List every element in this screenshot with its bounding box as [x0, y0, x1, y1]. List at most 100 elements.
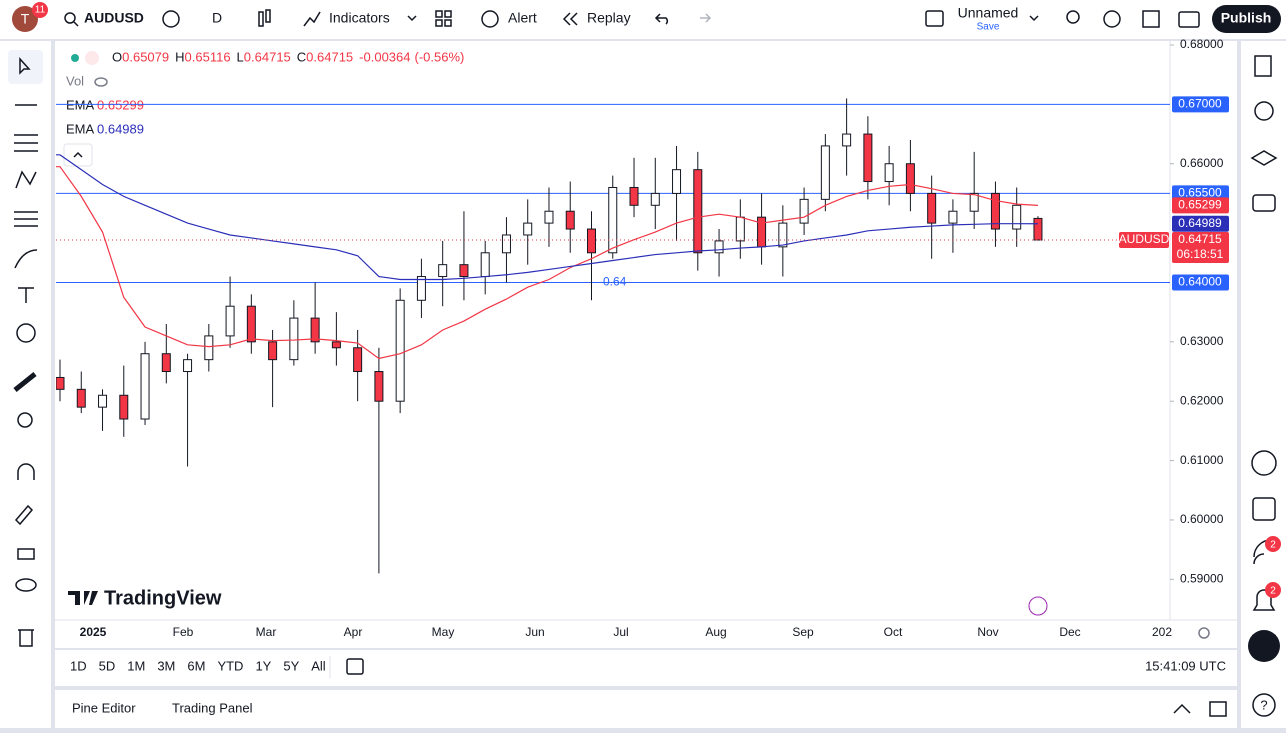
zoom-tool[interactable] [17, 412, 33, 428]
event-marker[interactable] [1028, 596, 1048, 616]
ruler-tool[interactable] [13, 372, 37, 392]
dropdown[interactable] [407, 15, 417, 22]
snapshot[interactable] [1178, 11, 1200, 28]
quick-search[interactable] [1066, 10, 1080, 24]
layout-name[interactable]: Unnamed [958, 5, 1019, 21]
ema-value: 0.65299 [97, 97, 144, 112]
range-button[interactable]: 1M [127, 658, 145, 673]
watermark: TradingView [104, 587, 222, 609]
range-button[interactable]: All [311, 658, 326, 673]
save[interactable]: Save [977, 22, 1000, 33]
ohlc-label: O [112, 49, 122, 64]
range-button[interactable]: 1Y [255, 658, 271, 673]
range-button[interactable]: 1D [70, 658, 87, 673]
candle-body [76, 388, 86, 408]
lines-tool[interactable] [14, 134, 38, 152]
candle-body [119, 394, 129, 420]
collapse-legend[interactable] [63, 143, 93, 167]
apps[interactable] [1248, 630, 1280, 662]
x-tick-label: May [432, 625, 455, 639]
settings[interactable] [1103, 10, 1121, 28]
candle-body [395, 299, 405, 402]
indicators[interactable]: Indicators [329, 10, 390, 26]
range-button[interactable]: 6M [187, 658, 205, 673]
level-label: 0.67000 [1178, 97, 1222, 111]
trash-tool[interactable] [18, 629, 34, 647]
calendar[interactable] [1252, 497, 1276, 521]
ema-badge: 0.64989 [1178, 216, 1222, 230]
chart-type[interactable] [258, 11, 264, 27]
replay[interactable]: Replay [587, 10, 631, 26]
text-tool[interactable] [18, 287, 34, 303]
maximize-panel[interactable] [1209, 701, 1227, 717]
fib-tool[interactable] [14, 211, 38, 227]
chart-panel [55, 41, 1237, 648]
x-tick-label: Feb [173, 625, 194, 639]
layers[interactable] [1250, 150, 1278, 166]
pine-editor-tab[interactable]: Pine Editor [72, 700, 136, 715]
redo[interactable] [700, 13, 712, 23]
indicators-icon [303, 11, 321, 27]
plot [56, 98, 1170, 574]
ohlc-label: L [237, 49, 244, 64]
level-label-bg [1172, 274, 1229, 291]
collapse-panel[interactable] [1173, 703, 1191, 714]
avatar[interactable] [12, 6, 38, 32]
avatar-badge [32, 2, 48, 18]
candle-body [416, 276, 426, 301]
chat[interactable] [1252, 194, 1276, 212]
layout-icon[interactable] [435, 10, 443, 18]
candle-body [757, 216, 767, 248]
candle-body [246, 305, 256, 343]
ema-badge-bg [1172, 197, 1229, 214]
x-tick-label: Aug [705, 625, 726, 639]
candle-body [884, 163, 894, 183]
range-button[interactable]: 3M [157, 658, 175, 673]
candle-body [374, 371, 384, 402]
clock[interactable]: 15:41:09 UTC [1145, 658, 1226, 673]
pattern-tool[interactable] [15, 170, 37, 189]
undo[interactable] [654, 13, 669, 25]
lock-tool[interactable] [17, 548, 35, 560]
watchlist[interactable] [1254, 55, 1272, 77]
symbol[interactable]: AUDUSD [84, 10, 144, 26]
visibility-tool[interactable] [15, 578, 37, 592]
axis-settings[interactable] [1198, 627, 1210, 639]
interval[interactable]: D [212, 10, 222, 26]
x-tick-label: 202 [1152, 625, 1172, 639]
x-tick-label: Oct [884, 625, 903, 639]
magnet-tool[interactable] [17, 463, 35, 480]
candle-body [905, 163, 915, 194]
publish-button[interactable] [1212, 5, 1281, 33]
candle-body [140, 353, 150, 420]
emoji-tool[interactable] [16, 323, 36, 343]
dropdown[interactable] [1029, 15, 1039, 22]
candle-body [927, 192, 937, 224]
range-button[interactable]: 5D [99, 658, 116, 673]
y-tick-label: 0.59000 [1180, 571, 1224, 585]
change-pct: (-0.56%) [415, 49, 465, 64]
candle-body [501, 234, 511, 254]
alerts-panel[interactable] [1254, 101, 1274, 121]
lock-draw-tool[interactable] [14, 504, 34, 526]
layout-checkbox[interactable] [925, 10, 944, 27]
candle-body [799, 198, 809, 224]
range-button[interactable]: 5Y [283, 658, 299, 673]
add-symbol[interactable] [162, 10, 180, 28]
level-text: 0.64 [603, 275, 627, 289]
help[interactable] [1252, 693, 1276, 717]
target[interactable] [1251, 450, 1277, 476]
ohlc-value: 0.64715 [244, 49, 291, 64]
brush-tool[interactable] [14, 249, 38, 269]
fullscreen[interactable] [1142, 10, 1160, 28]
trading-panel-tab[interactable]: Trading Panel [172, 700, 253, 715]
vol-hidden[interactable] [94, 77, 108, 87]
date-range[interactable] [346, 658, 364, 675]
range-buttons: 1D 5D 1M 3M 6M YTD 1Y 5Y All [70, 658, 326, 673]
cursor-tool[interactable] [8, 50, 43, 84]
alert[interactable]: Alert [508, 10, 537, 26]
range-button[interactable]: YTD [217, 658, 243, 673]
ema-badge: 0.65299 [1178, 198, 1222, 212]
help-mark: ? [1260, 697, 1267, 712]
candle-body [629, 186, 639, 206]
